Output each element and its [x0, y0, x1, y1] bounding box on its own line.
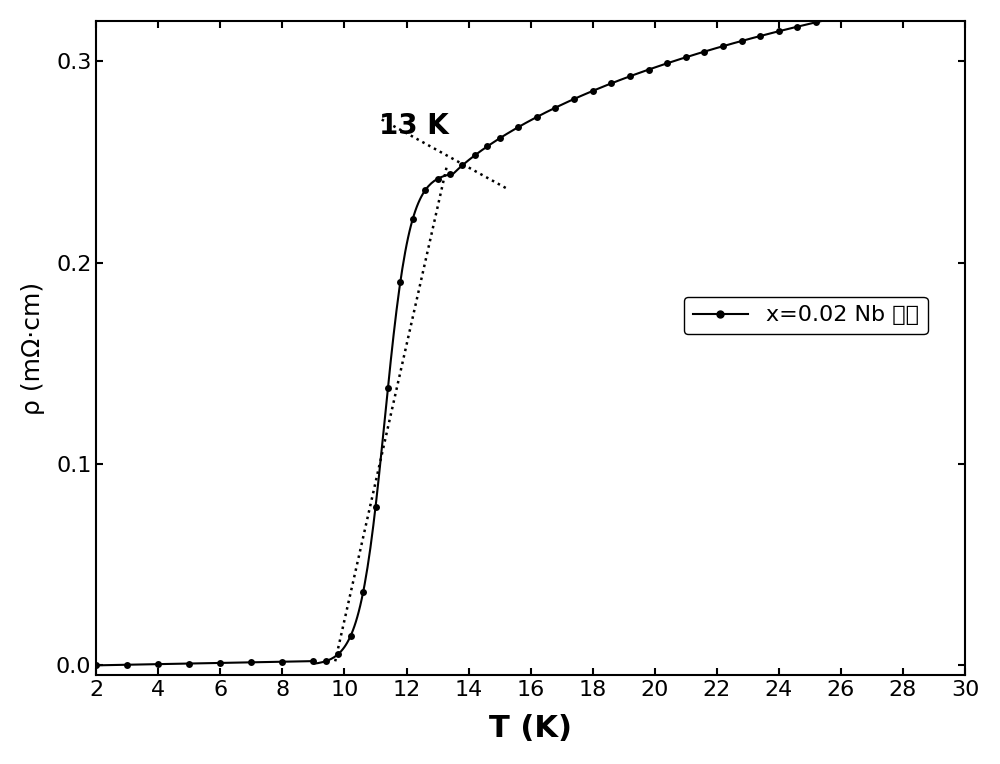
- X-axis label: T (K): T (K): [489, 714, 572, 743]
- Text: 13 K: 13 K: [379, 112, 448, 140]
- Y-axis label: ρ (mΩ·cm): ρ (mΩ·cm): [21, 282, 45, 415]
- Legend: x=0.02 Nb 掺杂: x=0.02 Nb 掺杂: [684, 296, 928, 335]
